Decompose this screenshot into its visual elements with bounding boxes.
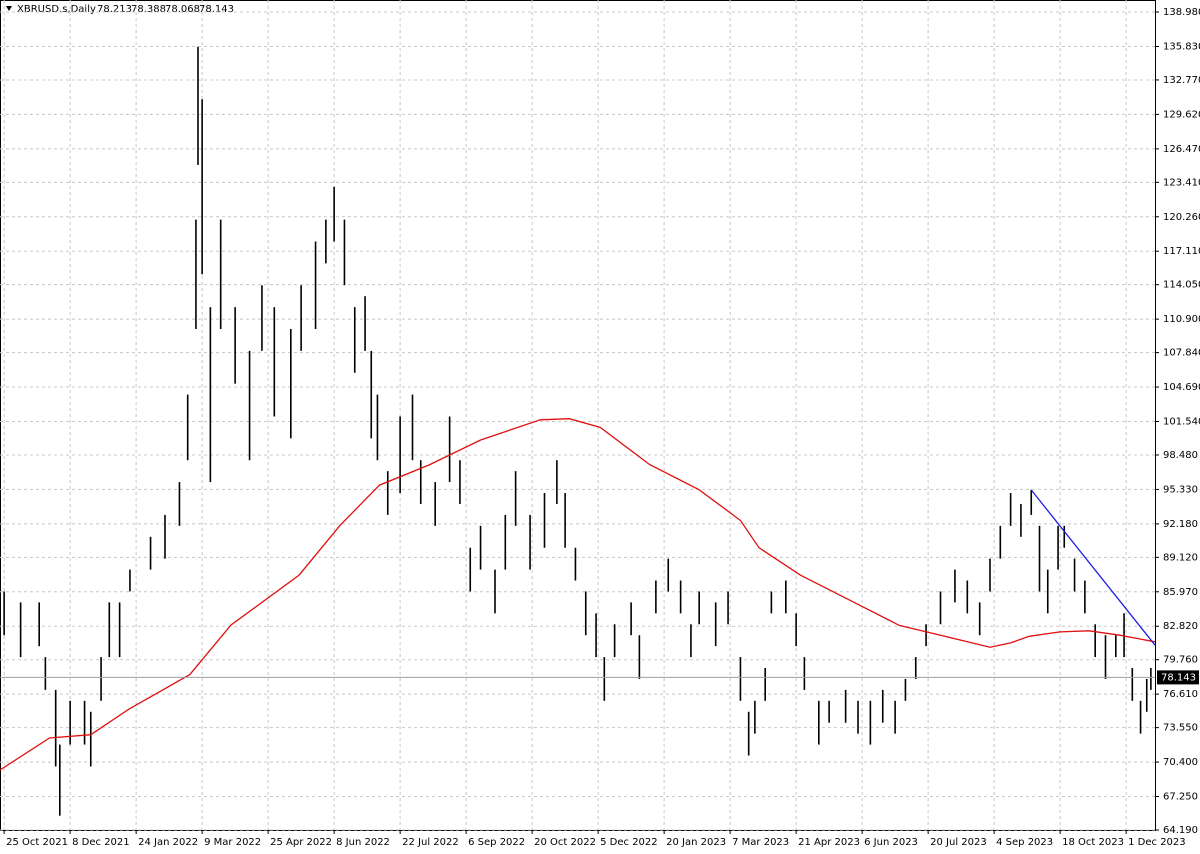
y-tick-label: 70.400 bbox=[1163, 757, 1198, 768]
y-tick-label: 129.620 bbox=[1163, 109, 1200, 120]
y-tick-label: 101.540 bbox=[1163, 417, 1200, 428]
y-tick-label: 123.410 bbox=[1163, 177, 1200, 188]
y-tick-label: 107.840 bbox=[1163, 348, 1200, 359]
quote-low: 78.068 bbox=[165, 4, 200, 15]
quote-open: 78.213 bbox=[97, 4, 132, 15]
x-tick-label: 4 Sep 2023 bbox=[996, 837, 1053, 848]
x-tick-label: 21 Apr 2023 bbox=[798, 837, 860, 848]
chart-title: XBRUSD.s,Daily bbox=[17, 4, 96, 15]
y-tick-label: 117.110 bbox=[1163, 246, 1200, 257]
x-tick-label: 8 Dec 2021 bbox=[72, 837, 130, 848]
quote-high: 78.388 bbox=[131, 4, 166, 15]
y-tick-label: 89.120 bbox=[1163, 552, 1198, 563]
x-tick-label: 6 Sep 2022 bbox=[468, 837, 525, 848]
y-tick-label: 82.820 bbox=[1163, 621, 1198, 632]
y-tick-label: 73.550 bbox=[1163, 723, 1198, 734]
x-tick-label: 18 Oct 2023 bbox=[1062, 837, 1124, 848]
trendline bbox=[1030, 489, 1156, 646]
last-price-box bbox=[1157, 670, 1199, 685]
y-tick-label: 114.050 bbox=[1163, 280, 1200, 291]
x-tick-label: 20 Jan 2023 bbox=[666, 837, 726, 848]
y-tick-label: 76.610 bbox=[1163, 689, 1198, 700]
x-tick-label: 20 Oct 2022 bbox=[534, 837, 596, 848]
x-tick-label: 6 Jun 2023 bbox=[864, 837, 918, 848]
y-tick-label: 92.180 bbox=[1163, 519, 1198, 530]
x-tick-label: 7 Mar 2023 bbox=[732, 837, 789, 848]
y-tick-label: 79.760 bbox=[1163, 655, 1198, 666]
x-tick-label: 9 Mar 2022 bbox=[204, 837, 261, 848]
x-tick-label: 22 Jul 2022 bbox=[402, 837, 459, 848]
x-tick-label: 20 Jul 2023 bbox=[930, 837, 987, 848]
x-tick-label: 8 Jun 2022 bbox=[336, 837, 390, 848]
y-tick-label: 98.480 bbox=[1163, 450, 1198, 461]
y-tick-label: 104.690 bbox=[1163, 382, 1200, 393]
y-tick-label: 138.980 bbox=[1163, 7, 1200, 18]
symbol-arrow bbox=[6, 6, 12, 11]
x-tick-label: 25 Apr 2022 bbox=[270, 837, 332, 848]
y-tick-label: 110.900 bbox=[1163, 314, 1200, 325]
quote-close: 78.143 bbox=[199, 4, 234, 15]
y-tick-label: 132.770 bbox=[1163, 75, 1200, 86]
y-tick-label: 135.830 bbox=[1163, 41, 1200, 52]
x-tick-label: 5 Dec 2022 bbox=[600, 837, 658, 848]
x-tick-label: 25 Oct 2021 bbox=[6, 837, 68, 848]
x-tick-label: 24 Jan 2022 bbox=[138, 837, 198, 848]
y-tick-label: 95.330 bbox=[1163, 484, 1198, 495]
y-tick-label: 120.260 bbox=[1163, 212, 1200, 223]
x-tick-label: 1 Dec 2023 bbox=[1128, 837, 1186, 848]
y-tick-label: 85.970 bbox=[1163, 587, 1198, 598]
y-tick-label: 126.470 bbox=[1163, 144, 1200, 155]
last-price-label: 78.143 bbox=[1161, 672, 1196, 683]
y-tick-label: 67.250 bbox=[1163, 792, 1198, 803]
y-tick-label: 64.190 bbox=[1163, 825, 1198, 836]
moving-average bbox=[0, 418, 1156, 771]
